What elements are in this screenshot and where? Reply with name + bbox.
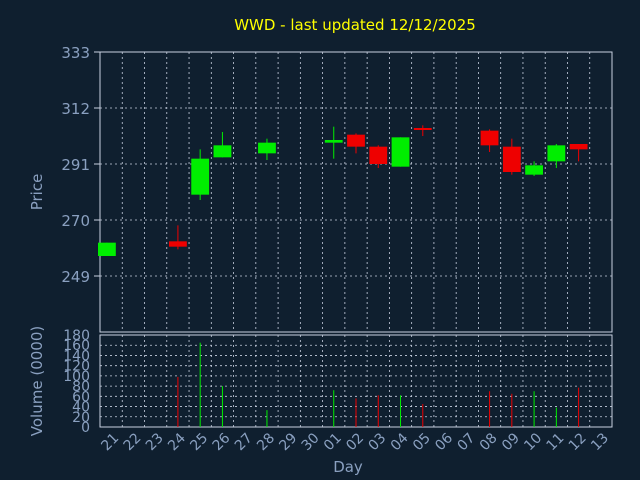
- volume-tick-label: 100: [63, 369, 90, 385]
- candle-body-down: [413, 128, 432, 130]
- chart-title: WWD - last updated 12/12/2025: [234, 16, 476, 34]
- price-tick-label: 291: [61, 156, 90, 174]
- volume-tick-label: 20: [72, 410, 90, 426]
- candle-body-down: [347, 134, 365, 147]
- volume-tick-label: 60: [72, 389, 90, 405]
- volume-bars: [177, 342, 580, 427]
- candles: [98, 125, 588, 256]
- candle-body-up: [391, 137, 410, 167]
- volume-grid: [100, 334, 612, 428]
- volume-tick-label: 180: [63, 328, 90, 344]
- candle-body-up: [213, 145, 232, 158]
- price-y-tick-labels: 333 312 291 270 249: [61, 44, 90, 286]
- candle-body-up: [258, 142, 276, 154]
- candle-body-up: [525, 165, 543, 175]
- candle-body-down: [369, 146, 388, 164]
- volume-tick-label: 140: [63, 348, 90, 364]
- price-tick-label: 333: [61, 44, 90, 62]
- price-tick-label: 249: [61, 268, 90, 286]
- candle-body-up: [547, 145, 566, 162]
- candle-body-down: [480, 130, 499, 146]
- volume-tick-label: 80: [72, 379, 90, 395]
- volume-axis-label: Volume (0000): [28, 326, 46, 436]
- candle-body-up: [191, 158, 210, 195]
- candle-body-down: [502, 146, 521, 172]
- x-axis-label: Day: [333, 458, 363, 476]
- x-tick-labels: 2122232425262728293001020304050607080910…: [98, 430, 612, 454]
- volume-tick-label: 120: [63, 359, 90, 375]
- price-tick-label: 270: [61, 212, 90, 230]
- volume-tick-label: 0: [81, 420, 90, 436]
- volume-tick-label: 160: [63, 338, 90, 354]
- candle-body-up: [324, 140, 343, 143]
- candle-body-down: [569, 144, 588, 150]
- price-panel-frame: [99, 51, 613, 333]
- candle-body-down: [169, 241, 187, 247]
- candle-body-up: [98, 242, 116, 256]
- volume-tick-label: 40: [72, 400, 90, 416]
- price-axis-label: Price: [28, 174, 46, 211]
- price-grid: [94, 51, 612, 332]
- price-tick-label: 312: [61, 100, 90, 118]
